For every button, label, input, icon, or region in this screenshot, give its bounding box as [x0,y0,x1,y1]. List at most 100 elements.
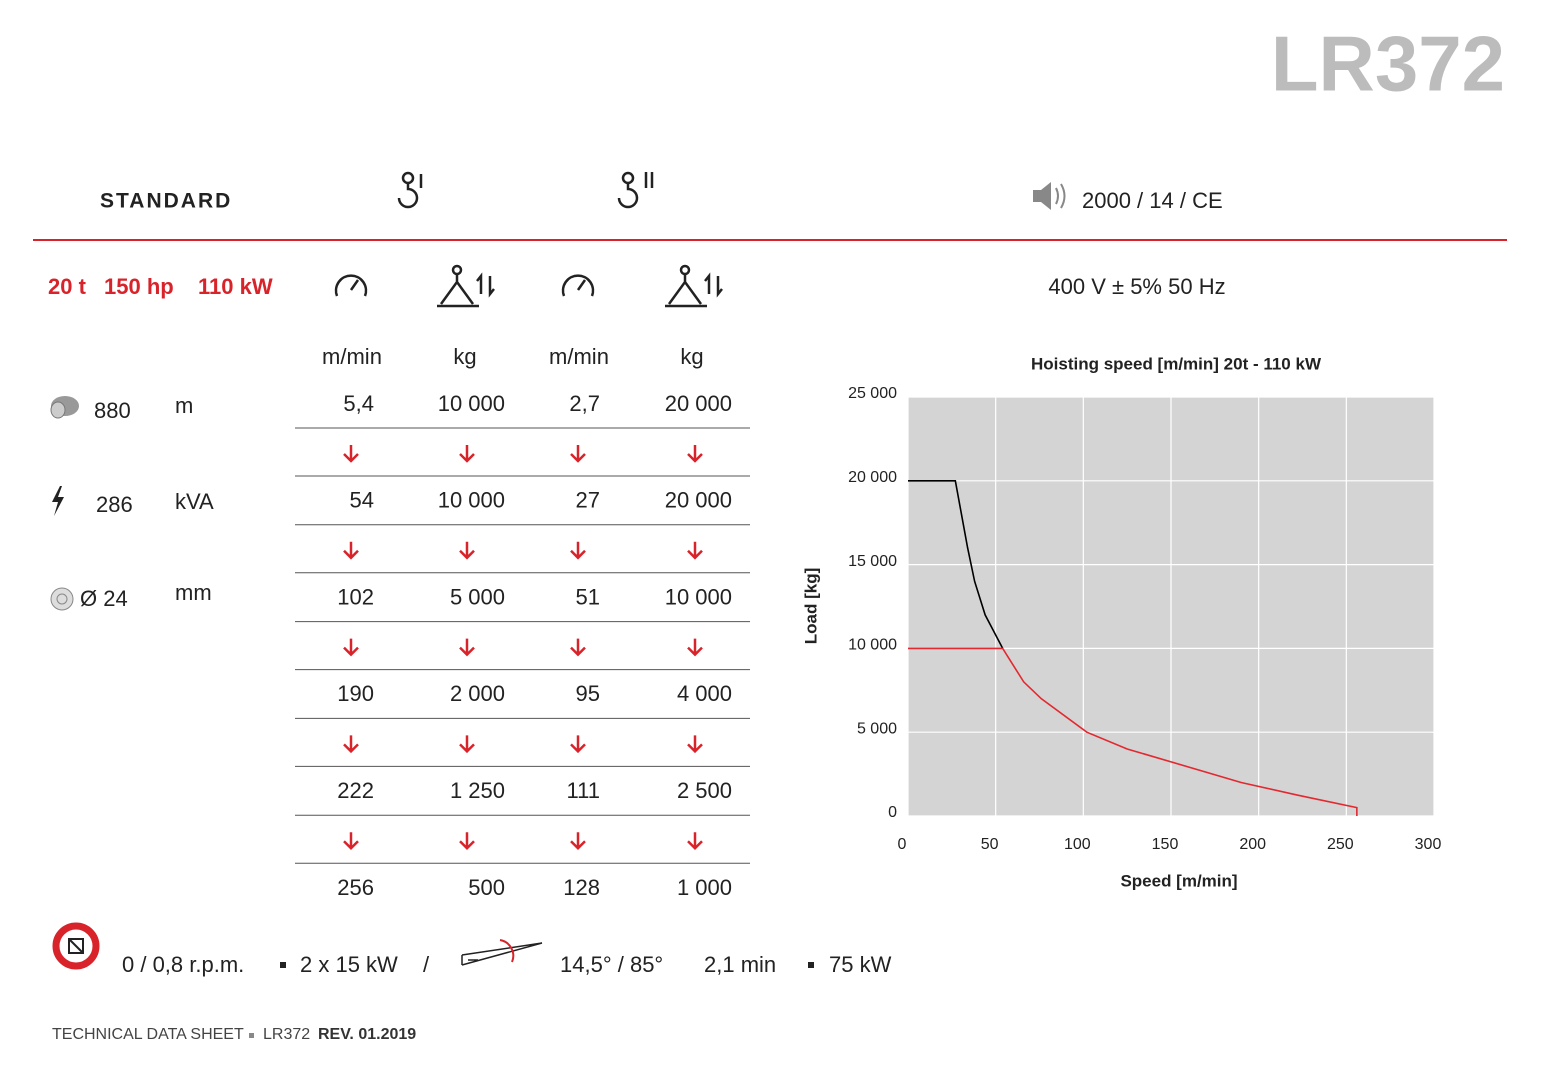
load-icon [437,264,495,308]
motor-load: 20 t [48,274,87,299]
x-axis-label: Speed [m/min] [1120,871,1237,890]
spec-unit: mm [175,580,212,605]
motor-kw: 110 kW [198,274,273,299]
spec-value: 286 [96,492,133,517]
x-tick-label: 300 [1415,836,1442,853]
table-cell: 2 500 [677,778,732,803]
table-cell: 128 [563,875,600,900]
separator: / [423,952,430,977]
column-unit: m/min [549,344,609,369]
bullet [808,962,814,968]
motor-hp: 150 hp [104,274,174,299]
down-arrow [459,638,475,657]
table-cell: 10 000 [665,584,732,609]
column-unit: kg [453,344,476,369]
table-cell: 5,4 [343,391,374,416]
y-axis-label: Load [kg] [801,568,820,645]
table-cell: 256 [337,875,374,900]
model-title: LR372 [1271,20,1505,108]
y-tick-label: 15 000 [848,553,897,570]
down-arrow [687,445,703,463]
spec-unit: m [175,393,193,418]
table-cell: 2,7 [569,391,600,416]
chart: Hoisting speed [m/min] 20t - 110 kW Spee… [801,354,1441,890]
down-arrow [343,832,359,850]
down-arrow [570,638,586,657]
spec-unit: kVA [175,489,214,514]
noise-text: 2000 / 14 / CE [1082,188,1223,213]
down-arrow [343,638,359,657]
luffing-time: 2,1 min [704,952,776,977]
bullet [249,1033,254,1038]
down-arrow [570,735,586,754]
footer-doc: TECHNICAL DATA SHEET [52,1026,244,1043]
table-cell: 5 000 [450,584,505,609]
down-arrow [459,445,475,463]
x-tick-label: 50 [981,836,999,853]
motor: 20 t 150 hp 110 kW [48,274,273,299]
table-cell: 1 250 [450,778,505,803]
spec-value: 880 [94,398,131,423]
spec-value: Ø 24 [80,586,128,611]
table-cell: 1 000 [677,875,732,900]
slewing-icon [52,922,100,970]
x-tick-label: 200 [1239,836,1266,853]
table-cell: 95 [576,681,600,706]
rope-icon [50,396,79,419]
down-arrow [570,832,586,850]
luffing-icon [461,939,543,966]
table-cell: 102 [337,584,374,609]
hook-icon [617,171,654,209]
supply-text: 400 V ± 5% 50 Hz [1048,274,1225,299]
y-tick-label: 5 000 [857,720,897,737]
table-cell: 10 000 [438,391,505,416]
power-icon [52,486,64,516]
chart-title: Hoisting speed [m/min] 20t - 110 kW [1031,354,1322,373]
slewing-speed: 0 / 0,8 r.p.m. [122,952,244,977]
table-cell: 111 [567,778,600,803]
y-tick-label: 25 000 [848,385,897,402]
gauge-icon [334,274,368,297]
standard-label: STANDARD [100,190,232,213]
down-arrow [343,541,359,560]
table-cell: 4 000 [677,681,732,706]
table-cell: 500 [468,875,505,900]
y-tick-label: 0 [888,804,897,821]
table-cell: 10 000 [438,488,505,513]
speed-table: m/min kg m/min kg 5,4 10 000 2,7 20 000 54 10 000… [295,344,750,900]
speaker-icon [1033,182,1066,210]
table-cell: 222 [337,778,374,803]
down-arrow [343,735,359,754]
down-arrow [459,832,475,850]
table-cell: 51 [576,584,600,609]
y-tick-label: 10 000 [848,637,897,654]
x-tick-label: 150 [1152,836,1179,853]
footer-model: LR372 [263,1026,310,1043]
footer-revision: REV. 01.2019 [318,1026,416,1043]
table-cell: 190 [337,681,374,706]
down-arrow [459,541,475,560]
table-cell: 2 000 [450,681,505,706]
table-cell: 20 000 [665,391,732,416]
data-line [908,647,1358,816]
table-cell: 20 000 [665,488,732,513]
down-arrow [459,735,475,754]
down-arrow [570,445,586,463]
down-arrow [687,541,703,560]
gauge-icon [561,274,595,297]
down-arrow [687,638,703,657]
luffing-power: 75 kW [829,952,892,977]
down-arrow [343,445,359,463]
load-icon [665,264,723,308]
data-line [908,480,1004,649]
x-tick-label: 250 [1327,836,1354,853]
table-cell: 27 [576,488,600,513]
y-tick-label: 20 000 [848,469,897,486]
down-arrow [687,832,703,850]
cable-icon [50,587,74,611]
down-arrow [570,541,586,560]
bullet [280,962,286,968]
down-arrow [687,735,703,754]
slewing-power: 2 x 15 kW [300,952,398,977]
